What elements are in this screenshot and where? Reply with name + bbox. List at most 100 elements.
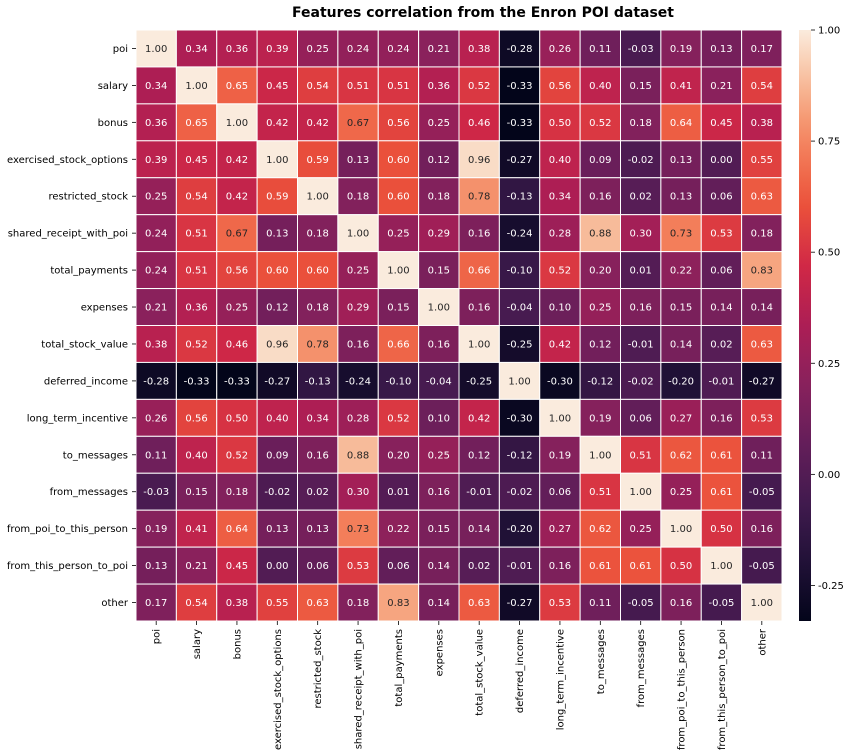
cell-value-label: 0.67 [347, 118, 369, 129]
cell-value-label: 0.40 [185, 450, 207, 461]
cell-value-label: -0.04 [426, 376, 452, 387]
column-tick-label: shared_receipt_with_poi [354, 629, 365, 749]
cell-value-label: 0.36 [145, 118, 167, 129]
heatmap-cell [741, 472, 783, 511]
heatmap-cell [337, 66, 379, 105]
cell-value-label: 0.25 [630, 524, 652, 535]
row-tick-label: total_payments [50, 266, 128, 277]
heatmap-cell [377, 583, 420, 622]
cell-value-label: 0.51 [185, 229, 207, 240]
heatmap-cell [297, 361, 339, 400]
cell-value-label: 0.02 [307, 487, 329, 498]
cell-value-label: 0.16 [549, 561, 571, 572]
cell-value-label: 0.60 [387, 192, 409, 203]
cell-value-label: 0.24 [145, 229, 167, 240]
cell-value-label: 0.06 [307, 561, 329, 572]
cell-value-label: 0.42 [266, 118, 288, 129]
column-tick-labels: poi salary bonus exercised_stock_options res… [152, 621, 768, 750]
heatmap-cell [377, 361, 420, 400]
cell-value-label: 0.14 [751, 303, 773, 314]
heatmap-cell [256, 472, 298, 511]
cell-value-label: 0.51 [387, 81, 409, 92]
cell-value-label: 0.53 [347, 561, 369, 572]
cell-value-label: 0.67 [226, 229, 248, 240]
cell-value-label: 0.09 [266, 450, 288, 461]
cell-value-label: 0.11 [589, 598, 611, 609]
heatmap-cell [216, 361, 258, 400]
cell-value-label: 0.59 [266, 192, 288, 203]
cell-value-label: -0.27 [264, 376, 290, 387]
heatmap-cell [337, 177, 379, 216]
heatmap-cell [216, 214, 258, 253]
cell-value-label: 0.60 [387, 155, 409, 166]
cell-value-label: 0.46 [226, 339, 248, 350]
heatmap-cell [539, 546, 581, 585]
heatmap-cell [337, 583, 379, 622]
cell-value-label: 0.51 [347, 81, 369, 92]
heatmap-cell [539, 435, 581, 474]
heatmap-cell [539, 140, 581, 179]
cell-value-label: 0.12 [266, 303, 288, 314]
cell-value-label: 0.20 [387, 450, 409, 461]
cell-value-label: 0.01 [630, 266, 652, 277]
cell-value-label: 0.53 [549, 598, 571, 609]
cell-value-label: -0.13 [507, 192, 533, 203]
cell-value-label: 0.45 [226, 561, 248, 572]
heatmap-cell [620, 103, 662, 142]
cell-value-label: -0.24 [345, 376, 371, 387]
heatmap-cell [418, 103, 460, 142]
cell-value-label: 0.24 [347, 44, 369, 55]
heatmap-cell [297, 435, 339, 474]
cell-value-label: -0.03 [143, 487, 169, 498]
cell-value-label: 0.15 [387, 303, 409, 314]
cell-value-label: 0.88 [347, 450, 369, 461]
heatmap-cell [620, 398, 662, 437]
cell-value-label: 0.14 [468, 524, 490, 535]
heatmap-cell [539, 361, 581, 400]
cell-value-label: -0.30 [547, 376, 573, 387]
cell-value-label: 0.36 [428, 81, 450, 92]
heatmap-cell [377, 251, 420, 290]
cell-value-label: 0.06 [387, 561, 409, 572]
cell-value-label: -0.02 [507, 487, 533, 498]
cell-value-label: -0.28 [507, 44, 533, 55]
cell-value-label: 0.66 [468, 266, 490, 277]
row-tick-label: exercised_stock_options [7, 155, 128, 166]
cell-value-label: 0.73 [670, 229, 692, 240]
cell-value-label: -0.12 [587, 376, 613, 387]
cell-value-label: -0.10 [386, 376, 412, 387]
cell-value-label: -0.24 [507, 229, 533, 240]
cell-value-label: 0.36 [226, 44, 248, 55]
heatmap-cell [175, 435, 218, 474]
heatmap-cell [135, 546, 177, 585]
cell-value-label: 0.64 [670, 118, 692, 129]
cell-value-label: 0.62 [670, 450, 692, 461]
cell-value-label: 0.42 [549, 339, 571, 350]
heatmap-cell [175, 472, 218, 511]
heatmap-cell [377, 288, 420, 326]
cell-value-label: 0.34 [185, 44, 207, 55]
heatmap-cell [418, 29, 460, 68]
row-tick-label: deferred_income [44, 376, 128, 387]
heatmap-cell [579, 361, 621, 400]
heatmap-cell [458, 288, 500, 326]
heatmap-cell [216, 435, 258, 474]
cell-value-label: 0.19 [145, 524, 167, 535]
heatmap-cell [741, 583, 783, 622]
cell-value-label: 0.36 [185, 303, 207, 314]
heatmap-cell [337, 29, 379, 68]
heatmap-cell [498, 103, 541, 142]
cell-value-label: -0.25 [466, 376, 492, 387]
cell-value-label: 0.34 [307, 413, 329, 424]
cell-value-label: 0.25 [347, 266, 369, 277]
cell-value-label: 1.00 [589, 450, 611, 461]
cell-value-label: 0.16 [751, 524, 773, 535]
heatmap-cell [741, 398, 783, 437]
heatmap-cell [256, 325, 298, 363]
heatmap-cell [539, 251, 581, 290]
cell-value-label: 0.42 [468, 413, 490, 424]
cell-value-label: 0.65 [226, 81, 248, 92]
cell-value-label: 0.21 [145, 303, 167, 314]
heatmap-cell [135, 140, 177, 179]
